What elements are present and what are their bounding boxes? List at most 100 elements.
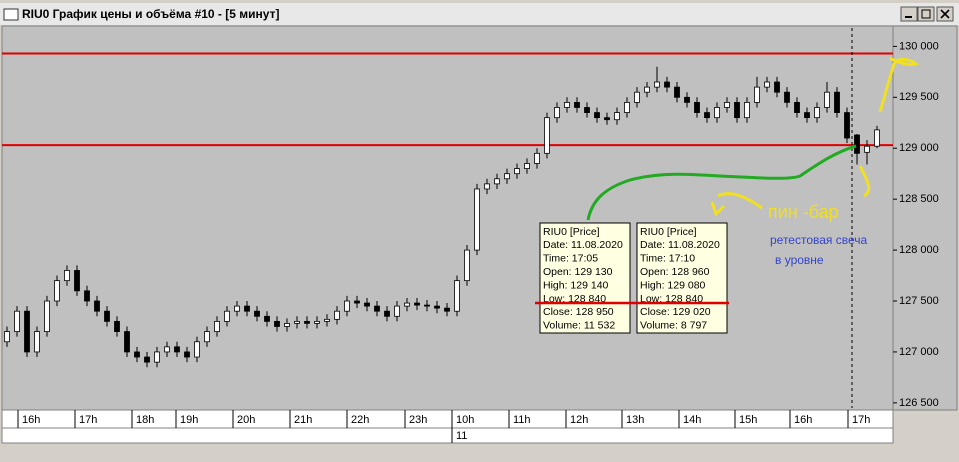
candle-body xyxy=(624,101,630,113)
x-tick-label: 21h xyxy=(294,414,312,426)
tooltip-line: Date: 11.08.2020 xyxy=(640,239,720,251)
y-tick-label: 130 000 xyxy=(899,40,939,52)
candle-body xyxy=(674,86,680,98)
y-tick-label: 126 500 xyxy=(899,397,939,409)
y-tick-label: 129 500 xyxy=(899,91,939,103)
yellow-curves xyxy=(710,165,871,217)
candle-body xyxy=(724,101,730,108)
candle-body xyxy=(554,107,560,119)
candle-body xyxy=(44,300,50,332)
candle-body xyxy=(704,112,710,119)
candle-body xyxy=(304,320,310,324)
candle-body xyxy=(194,341,200,358)
candle-body xyxy=(714,107,720,119)
candle-body xyxy=(614,112,620,121)
y-tick-label: 128 000 xyxy=(899,244,939,256)
annotation-retest: ретестовая свеча xyxy=(770,233,868,247)
candle-body xyxy=(594,112,600,119)
candle-body xyxy=(864,145,870,153)
marks: 126 500 127 000 127 500 128 000 128 500 129 0… xyxy=(2,40,939,443)
maximize-button[interactable] xyxy=(917,6,935,22)
x-tick-label: 18h xyxy=(136,414,154,426)
candle-body xyxy=(484,183,490,190)
candle-body xyxy=(64,270,70,282)
candle-body xyxy=(524,163,530,169)
candle-body xyxy=(664,81,670,88)
tooltip-line: Open: 129 130 xyxy=(543,266,613,278)
x-tick-label: 19h xyxy=(180,414,198,426)
candle-body xyxy=(544,117,550,154)
title-bar xyxy=(0,3,959,25)
x-tick-label: 15h xyxy=(739,414,757,426)
candle-body xyxy=(404,302,410,307)
x-tick-label: 16h xyxy=(22,414,40,426)
x-tick-label: 20h xyxy=(237,414,255,426)
candle-body xyxy=(184,351,190,358)
close-glyph xyxy=(940,9,950,19)
tooltip-line: Date: 11.08.2020 xyxy=(543,239,623,251)
x-tick-label: 23h xyxy=(409,414,427,426)
date-axis xyxy=(1,427,894,444)
candle-body xyxy=(334,310,340,320)
candle-body xyxy=(854,134,860,154)
candle-body xyxy=(84,290,90,302)
candle-body xyxy=(424,304,430,307)
candle-body xyxy=(654,81,660,88)
candle-body xyxy=(584,107,590,113)
candle-body xyxy=(454,280,460,312)
y-tick-label: 128 500 xyxy=(899,193,939,205)
tooltip-box xyxy=(539,222,631,334)
annotation-pin-bar: пин -бар xyxy=(768,202,839,222)
candle-body xyxy=(634,91,640,103)
candle-body xyxy=(604,117,610,121)
candle-body xyxy=(504,173,510,180)
plot-area xyxy=(1,25,894,411)
x-tick-label: 14h xyxy=(683,414,701,426)
minimize-button[interactable] xyxy=(900,6,918,22)
candle-body xyxy=(394,305,400,317)
x-tick-label: 11h xyxy=(513,414,531,426)
candle-body xyxy=(204,331,210,343)
candle-body xyxy=(694,101,700,113)
x-tick-label: 17h xyxy=(852,414,870,426)
candle-body xyxy=(74,270,80,292)
maximize-glyph xyxy=(921,9,931,19)
candle-body xyxy=(764,81,770,88)
x-tick-label: 16h xyxy=(794,414,812,426)
candle-body xyxy=(284,323,290,327)
candle-body xyxy=(344,300,350,312)
window-title: RIU0 График цены и объёма #10 - [5 минут… xyxy=(22,7,279,21)
candle-body xyxy=(354,300,360,304)
candle-body xyxy=(124,331,130,353)
x-tick-label: 17h xyxy=(79,414,97,426)
candle-body xyxy=(874,129,880,147)
candle-body xyxy=(244,305,250,312)
tooltip-line: Volume: 8 797 xyxy=(640,320,707,332)
candle-body xyxy=(314,320,320,324)
candle-body xyxy=(264,315,270,322)
candle-body xyxy=(94,300,100,312)
candle-body xyxy=(154,351,160,363)
candle-body xyxy=(54,280,60,302)
candle-body xyxy=(364,302,370,307)
candle-body xyxy=(684,96,690,103)
y-tick-label: 129 000 xyxy=(899,142,939,154)
green-curve xyxy=(586,144,857,221)
tooltip-line: RIU0 [Price] xyxy=(640,226,697,238)
candle-body xyxy=(214,320,220,332)
date-tick-label: 11 xyxy=(456,430,467,442)
candle-body xyxy=(644,86,650,93)
candle-body xyxy=(784,91,790,103)
yellow-arrow xyxy=(878,56,919,113)
tooltip-line: Open: 128 960 xyxy=(640,266,710,278)
candle-body xyxy=(804,112,810,119)
window-buttons xyxy=(900,6,954,22)
candle-body xyxy=(564,101,570,108)
candle-body xyxy=(174,346,180,353)
candle-body xyxy=(514,168,520,175)
tooltip-line: RIU0 [Price] xyxy=(543,226,600,238)
tooltip-line: Volume: 11 532 xyxy=(543,320,615,332)
candle-body xyxy=(274,320,280,327)
candle-body xyxy=(14,310,20,332)
x-tick-label: 22h xyxy=(351,414,369,426)
